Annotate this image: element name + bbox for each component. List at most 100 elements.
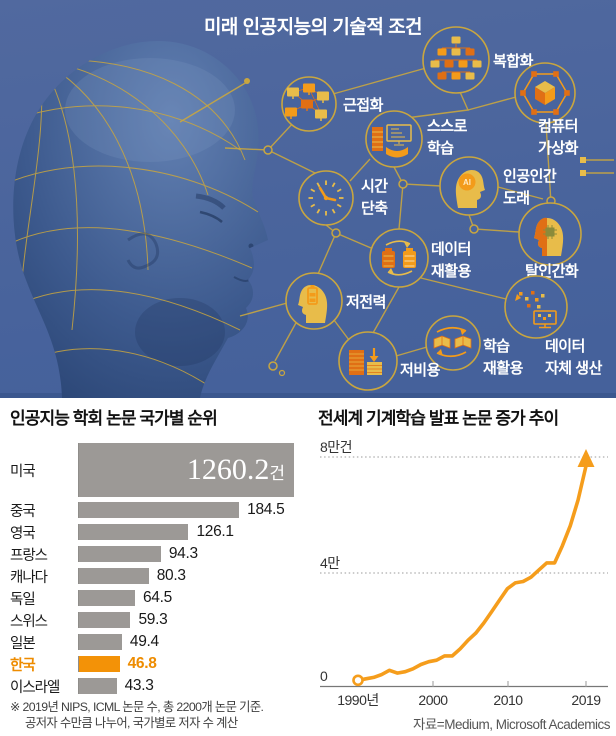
dataproduce-icon bbox=[515, 291, 557, 329]
bookrecycle-icon bbox=[433, 326, 472, 358]
lip-shading bbox=[233, 276, 250, 282]
bar bbox=[79, 634, 122, 650]
node-label-artificial-human: 도래 bbox=[503, 190, 530, 207]
x-label-1990: 1990년 bbox=[337, 692, 379, 708]
node-label-proximity: 근접화 bbox=[343, 96, 384, 114]
illustration-bottom-edge bbox=[0, 393, 616, 398]
line-chart-panel: 전세계 기계학습 발표 논문 증가 추이 8만건 4만 0 1990년 2000… bbox=[318, 408, 612, 736]
bar-row-중국: 중국 184.5 bbox=[10, 501, 308, 520]
network-icon bbox=[285, 83, 329, 121]
bar-country-label: 한국 bbox=[10, 657, 36, 674]
node-label-artificial-human: 인공인간 bbox=[503, 167, 557, 185]
bar-value-us: 1260.2건 bbox=[186, 453, 285, 486]
node-label-computer-virtualization: 가상화 bbox=[538, 140, 579, 157]
node-label-learning-reuse: 학습 bbox=[483, 338, 510, 355]
hierarchy-icon bbox=[430, 36, 482, 80]
selflearn-icon bbox=[372, 124, 412, 158]
bar-row-독일: 독일 64.5 bbox=[10, 589, 308, 608]
bar-track: 49.4 bbox=[78, 633, 308, 650]
ear-shading bbox=[126, 232, 160, 270]
node-label-data-self-production: 자체 생산 bbox=[545, 360, 603, 377]
node-label-learning-reuse: 재활용 bbox=[483, 359, 524, 377]
aihead-icon: AI bbox=[455, 169, 485, 208]
bar bbox=[79, 612, 131, 628]
bar-country-label: 일본 bbox=[10, 635, 36, 652]
bar-row-미국: 미국 1260.2건 bbox=[10, 443, 308, 497]
bar-track: 43.3 bbox=[78, 677, 308, 694]
node-label-low-power: 저전력 bbox=[346, 293, 386, 311]
footnote-line2: 공저자 수만큼 나누어, 국가별로 저자 수 계산 bbox=[25, 715, 238, 730]
ai-node-low-power: 저전력 bbox=[285, 272, 386, 330]
x-label-2000: 2000 bbox=[418, 692, 448, 708]
x-label-2019: 2019 bbox=[571, 692, 601, 708]
line-chart-title: 전세계 기계학습 발표 논문 증가 추이 bbox=[318, 409, 559, 428]
node-label-time-reduction: 시간 bbox=[361, 178, 388, 195]
y-label-80k: 8만건 bbox=[320, 440, 352, 455]
x-label-2010: 2010 bbox=[493, 692, 523, 708]
bar-value: 184.5 bbox=[247, 501, 285, 518]
bar-row-캐나다: 캐나다 80.3 bbox=[10, 567, 308, 586]
bar bbox=[79, 546, 161, 562]
bar-track: 59.3 bbox=[78, 611, 308, 628]
paper-growth-series bbox=[352, 449, 595, 687]
bar-value: 46.8 bbox=[127, 655, 157, 672]
bar-country-label: 중국 bbox=[10, 503, 36, 520]
bar-value: 43.3 bbox=[124, 677, 154, 694]
bar-value: 64.5 bbox=[142, 589, 172, 606]
node-label-time-reduction: 단축 bbox=[361, 200, 388, 217]
datarecycle-icon bbox=[382, 240, 416, 276]
y-label-40k: 4만 bbox=[320, 555, 340, 571]
bar-track: 184.5 bbox=[78, 501, 308, 518]
brow-shading bbox=[195, 193, 226, 210]
bar bbox=[79, 524, 189, 540]
bar-chart-footnote: ※ 2019년 NIPS, ICML 논문 수, 총 2200개 논문 기준. … bbox=[10, 700, 308, 732]
bar-chart-title: 인공지능 학회 논문 국가별 순위 bbox=[10, 409, 218, 428]
bar-value: 126.1 bbox=[196, 523, 234, 540]
lowcost-icon bbox=[349, 348, 382, 375]
source-credit: 자료=Medium, Microsoft Academics bbox=[413, 717, 611, 732]
line-chart: 8만건 4만 0 1990년 2000 2010 2019 자료=Medium,… bbox=[320, 440, 611, 732]
bar-country-label: 캐나다 bbox=[10, 569, 48, 586]
ai-node-complexification: 복합화 bbox=[422, 26, 534, 94]
bar-country-label: 독일 bbox=[10, 591, 36, 608]
bar-row-일본: 일본 49.4 bbox=[10, 633, 308, 652]
bar-unit: 건 bbox=[269, 464, 285, 483]
y-label-0: 0 bbox=[320, 668, 328, 684]
bar-row-스위스: 스위스 59.3 bbox=[10, 611, 308, 630]
footnote-line1: ※ 2019년 NIPS, ICML 논문 수, 총 2200개 논문 기준. bbox=[10, 700, 264, 714]
bar: 1260.2건 bbox=[79, 443, 294, 497]
bar-chart: 미국 1260.2건 중국 184.5 영국 126.1 프랑스 94.3 캐나다 80.3 독일 6… bbox=[10, 443, 308, 696]
network-lines bbox=[179, 67, 614, 377]
node-label-low-cost: 저비용 bbox=[400, 362, 441, 379]
bar-track: 64.5 bbox=[78, 589, 308, 606]
ai-node-dehumanization: 탈인간화 bbox=[518, 202, 582, 280]
bar-row-한국: 한국 46.8 bbox=[10, 655, 308, 674]
node-label-self-learning: 스스로 bbox=[427, 118, 468, 135]
bar bbox=[79, 678, 117, 694]
bar-value: 94.3 bbox=[168, 545, 198, 562]
cube-icon bbox=[520, 71, 570, 115]
bar-country-label: 영국 bbox=[10, 525, 36, 542]
bar bbox=[79, 590, 135, 606]
bar-track: 80.3 bbox=[78, 567, 308, 584]
chiphead-icon bbox=[534, 217, 564, 256]
node-label-computer-virtualization: 컴퓨터 bbox=[538, 117, 578, 135]
bar-row-영국: 영국 126.1 bbox=[10, 523, 308, 542]
svg-text:AI: AI bbox=[463, 178, 471, 187]
bar-country-label: 이스라엘 bbox=[10, 679, 60, 696]
bar-track: 46.8 bbox=[78, 655, 308, 672]
batteryhead-icon bbox=[298, 284, 328, 323]
ai-node-low-cost: 저비용 bbox=[338, 331, 441, 391]
bar-value: 49.4 bbox=[129, 633, 159, 650]
node-label-data-self-production: 데이터 bbox=[545, 338, 585, 355]
eye-shading bbox=[199, 210, 223, 223]
